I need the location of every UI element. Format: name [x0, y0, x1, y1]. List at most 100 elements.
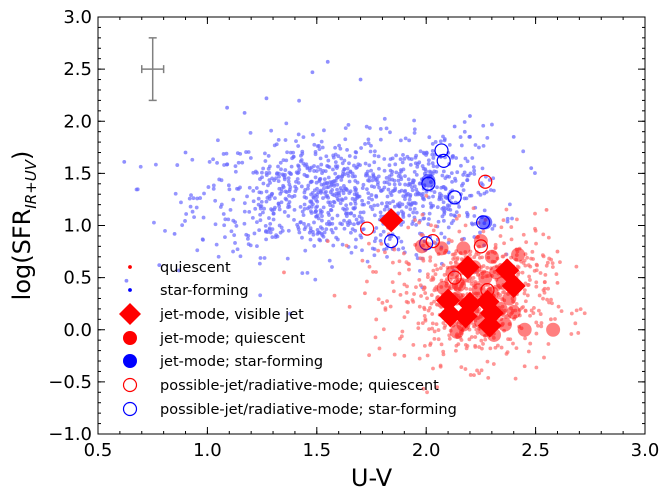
quiescent-point [427, 327, 431, 332]
quiescent-point [435, 302, 439, 307]
star-forming-point [225, 162, 230, 167]
quiescent-point [523, 309, 528, 313]
star-forming-point [297, 230, 302, 235]
quiescent-point [452, 252, 456, 257]
star-forming-point [277, 174, 281, 179]
star-forming-point [175, 163, 180, 167]
star-forming-point [297, 98, 301, 103]
star-forming-point [441, 169, 446, 174]
star-forming-point [441, 200, 446, 205]
star-forming-point [348, 201, 353, 206]
star-forming-point [305, 271, 310, 275]
star-forming-point [442, 212, 447, 216]
star-forming-point [231, 197, 236, 202]
star-forming-point [195, 196, 200, 201]
star-forming-point [226, 217, 231, 222]
star-forming-point [308, 237, 313, 242]
star-forming-point [384, 176, 389, 180]
star-forming-point [257, 228, 262, 233]
quiescent-point [432, 329, 437, 334]
star-forming-point [323, 181, 327, 186]
star-forming-point [388, 157, 393, 162]
quiescent-point [504, 351, 509, 356]
quiescent-point [429, 278, 434, 282]
star-forming-point [347, 161, 351, 166]
quiescent-point [464, 346, 469, 351]
star-forming-point [352, 192, 357, 197]
quiescent-point [454, 216, 459, 221]
quiescent-point [405, 284, 409, 289]
star-forming-point [355, 165, 360, 169]
x-tick-label: 1.5 [302, 440, 331, 461]
star-forming-point [372, 203, 377, 208]
star-forming-point [267, 227, 272, 232]
star-forming-point [372, 213, 377, 218]
star-forming-point [293, 184, 298, 189]
star-forming-point [328, 200, 333, 205]
quiescent-point [377, 346, 382, 351]
star-forming-point [352, 222, 356, 227]
star-forming-point [401, 246, 406, 251]
star-forming-point [437, 197, 442, 202]
star-forming-point [465, 178, 470, 183]
star-forming-point [430, 141, 435, 146]
star-forming-point [318, 238, 323, 243]
quiescent-point [532, 305, 536, 310]
star-forming-point [315, 204, 320, 209]
star-forming-point [426, 158, 431, 163]
star-forming-point [195, 248, 200, 253]
star-forming-point [414, 222, 419, 227]
star-forming-point [260, 175, 264, 180]
quiescent-point [406, 225, 411, 230]
star-forming-point [346, 122, 351, 127]
star-forming-point [354, 187, 358, 192]
quiescent-point [402, 251, 406, 256]
star-forming-point [173, 191, 178, 196]
quiescent-point [558, 260, 562, 265]
star-forming-point [211, 183, 216, 188]
y-tick-label: −0.5 [48, 372, 92, 393]
star-forming-point [251, 170, 256, 175]
star-forming-point [400, 160, 405, 165]
star-forming-point [438, 139, 443, 144]
star-forming-point [455, 170, 460, 175]
legend-label: star-forming [160, 283, 249, 299]
star-forming-point [373, 236, 378, 241]
quiescent-point [483, 337, 488, 342]
star-forming-point [385, 254, 389, 259]
star-forming-point [329, 183, 333, 188]
star-forming-point [311, 195, 316, 200]
star-forming-point [462, 129, 467, 134]
star-forming-point [335, 187, 339, 192]
star-forming-point [310, 132, 315, 137]
star-forming-point [401, 194, 406, 199]
star-forming-point [340, 242, 345, 247]
quiescent-point [457, 213, 462, 218]
star-forming-point [263, 159, 268, 163]
quiescent-point [481, 229, 486, 234]
jet-mode-visible-jet-point [477, 313, 502, 338]
star-forming-point [341, 172, 345, 176]
star-forming-point [257, 261, 262, 266]
star-forming-point [278, 160, 283, 165]
star-forming-point [187, 196, 192, 201]
quiescent-point [509, 237, 514, 242]
star-forming-point [296, 132, 301, 137]
star-forming-point [180, 223, 185, 228]
quiescent-point [470, 279, 474, 284]
quiescent-point [428, 341, 433, 346]
quiescent-point [534, 280, 539, 285]
star-forming-point [329, 227, 334, 232]
star-forming-point [284, 121, 289, 126]
star-forming-point [242, 201, 247, 206]
star-forming-point [390, 169, 395, 174]
star-forming-point [235, 247, 240, 252]
star-forming-point [412, 169, 417, 174]
star-forming-point [402, 189, 407, 194]
star-forming-point [323, 191, 327, 195]
quiescent-point [477, 255, 482, 260]
star-forming-point [384, 180, 389, 185]
star-forming-point [415, 164, 420, 169]
star-forming-point [396, 178, 401, 183]
